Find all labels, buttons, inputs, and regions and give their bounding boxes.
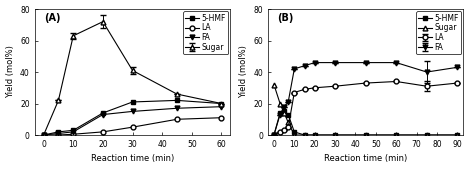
5-HMF: [332, 134, 338, 136]
X-axis label: Reaction time (min): Reaction time (min): [324, 154, 407, 163]
LA: [174, 118, 180, 120]
Sugar: [281, 112, 287, 114]
Text: (A): (A): [45, 13, 61, 23]
Legend: 5-HMF, Sugar, LA, FA: 5-HMF, Sugar, LA, FA: [416, 11, 461, 54]
LA: [41, 134, 46, 136]
5-HMF: [424, 134, 430, 136]
5-HMF: [174, 99, 180, 101]
5-HMF: [41, 134, 46, 136]
5-HMF: [292, 131, 297, 133]
Sugar: [424, 134, 430, 136]
X-axis label: Reaction time (min): Reaction time (min): [91, 154, 174, 163]
Line: FA: FA: [41, 104, 224, 137]
LA: [56, 134, 61, 136]
Y-axis label: Yield (mol%): Yield (mol%): [6, 46, 15, 99]
LA: [70, 133, 76, 135]
Text: (B): (B): [278, 13, 294, 23]
5-HMF: [130, 101, 136, 103]
LA: [100, 131, 106, 133]
Sugar: [312, 134, 318, 136]
Legend: 5-HMF, LA, FA, Sugar: 5-HMF, LA, FA, Sugar: [183, 11, 228, 54]
LA: [130, 126, 136, 128]
Sugar: [286, 121, 291, 123]
5-HMF: [286, 114, 291, 116]
Y-axis label: Yield (mol%): Yield (mol%): [239, 46, 248, 99]
5-HMF: [100, 112, 106, 114]
FA: [56, 132, 61, 135]
5-HMF: [363, 134, 369, 136]
Sugar: [454, 134, 460, 136]
Sugar: [271, 84, 277, 86]
Sugar: [277, 103, 283, 105]
5-HMF: [302, 134, 307, 136]
Sugar: [363, 134, 369, 136]
Line: 5-HMF: 5-HMF: [41, 98, 224, 137]
FA: [130, 110, 136, 112]
5-HMF: [70, 129, 76, 131]
5-HMF: [219, 103, 224, 105]
5-HMF: [393, 134, 399, 136]
Line: 5-HMF: 5-HMF: [272, 109, 460, 137]
Sugar: [292, 134, 297, 136]
5-HMF: [454, 134, 460, 136]
5-HMF: [281, 110, 287, 112]
5-HMF: [312, 134, 318, 136]
Sugar: [332, 134, 338, 136]
FA: [70, 131, 76, 133]
5-HMF: [271, 134, 277, 136]
FA: [41, 134, 46, 136]
Sugar: [393, 134, 399, 136]
Line: LA: LA: [41, 115, 224, 137]
FA: [174, 107, 180, 109]
FA: [100, 114, 106, 116]
Sugar: [302, 134, 307, 136]
5-HMF: [56, 131, 61, 133]
5-HMF: [277, 112, 283, 114]
Line: Sugar: Sugar: [272, 82, 460, 137]
FA: [219, 106, 224, 108]
LA: [219, 117, 224, 119]
